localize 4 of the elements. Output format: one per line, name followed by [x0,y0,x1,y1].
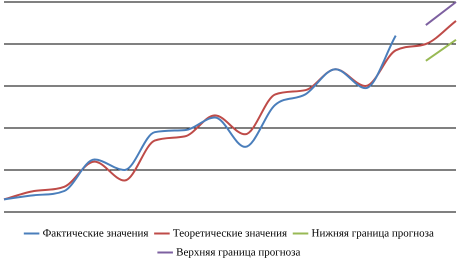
legend-label: Фактические значения [42,227,148,240]
legend-label: Теоретические значения [172,227,288,240]
legend-label: Верхняя граница прогноза [176,246,300,258]
legend-label: Нижняя граница прогноза [312,227,434,240]
